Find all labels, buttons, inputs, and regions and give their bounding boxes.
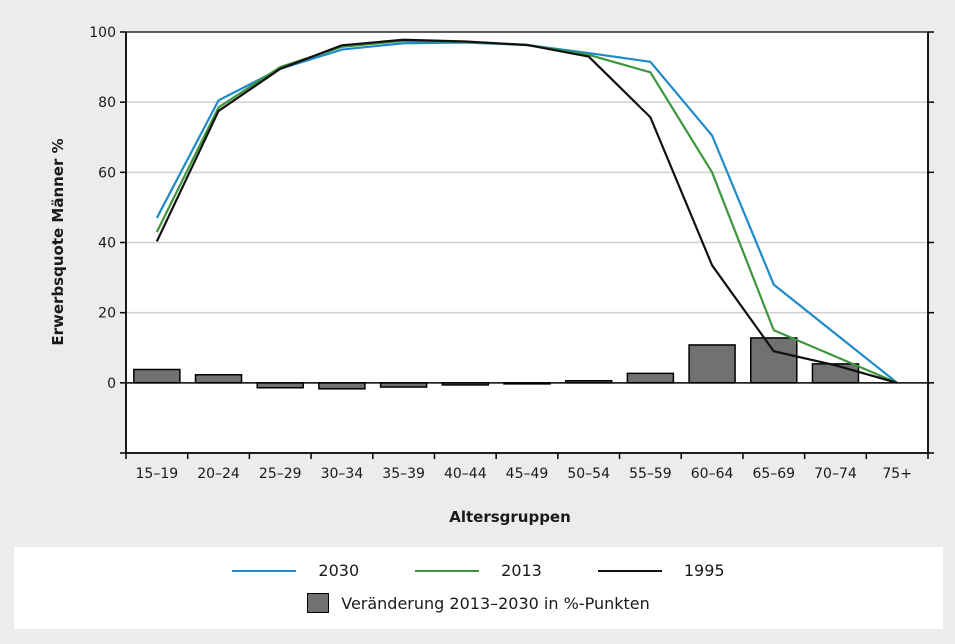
bar <box>750 337 798 384</box>
x-tick-label: 20–24 <box>197 466 240 482</box>
y-tick-label: 40 <box>98 236 116 252</box>
legend-line-1995 <box>597 569 662 572</box>
legend-item-1995: 1995 <box>597 561 725 580</box>
legend-line-2013 <box>415 569 480 572</box>
legend-label-change: Veränderung 2013–2030 in %-Punkten <box>341 593 650 613</box>
series-line-1995 <box>155 38 898 384</box>
x-axis-title: Altersgruppen <box>449 508 571 526</box>
bar <box>811 363 860 384</box>
legend-label-2013: 2013 <box>501 561 542 580</box>
legend-line-2030 <box>232 569 297 572</box>
x-tick-label: 55–59 <box>629 466 672 482</box>
x-tick-label: 65–69 <box>752 466 795 482</box>
legend-item-2013: 2013 <box>415 561 542 580</box>
x-tick-label: 40–44 <box>444 466 487 482</box>
x-tick-label: 50–54 <box>567 466 610 482</box>
y-tick-label: 0 <box>107 376 116 392</box>
x-tick-label: 35–39 <box>382 466 425 482</box>
bar <box>318 382 366 390</box>
legend-item-2030: 2030 <box>232 561 359 580</box>
x-tick-label: 25–29 <box>259 466 302 482</box>
legend: 2030 2013 1995 Veränderung 2013–2030 in … <box>14 547 943 629</box>
y-tick-label: 60 <box>98 165 116 181</box>
x-tick-label: 15–19 <box>136 466 179 482</box>
legend-swatch-change <box>307 593 330 613</box>
y-axis-title: Erwerbsquote Männer % <box>49 138 67 345</box>
legend-label-1995: 1995 <box>683 561 725 580</box>
plot-area: 100 80 60 40 20 0 15–19 20–24 25–29 30–34 35–39 40–… <box>89 25 934 482</box>
chart: 100 80 60 40 20 0 15–19 20–24 25–29 30–34 35–39 40–… <box>49 25 934 526</box>
x-tick-label: 70–74 <box>814 466 857 482</box>
legend-item-change: Veränderung 2013–2030 in %-Punkten <box>307 593 650 613</box>
bar <box>626 372 675 384</box>
y-tick-label: 80 <box>98 95 116 111</box>
x-tick-label: 30–34 <box>321 466 364 482</box>
y-tick-label: 20 <box>98 306 116 322</box>
x-tick-label: 45–49 <box>506 466 549 482</box>
x-tick-label: 75+ <box>882 466 912 482</box>
legend-label-2030: 2030 <box>318 561 360 580</box>
x-tick-label: 60–64 <box>691 466 734 482</box>
bar <box>194 374 243 384</box>
bar <box>133 368 181 384</box>
bar <box>688 344 736 384</box>
y-tick-label: 100 <box>89 25 116 41</box>
